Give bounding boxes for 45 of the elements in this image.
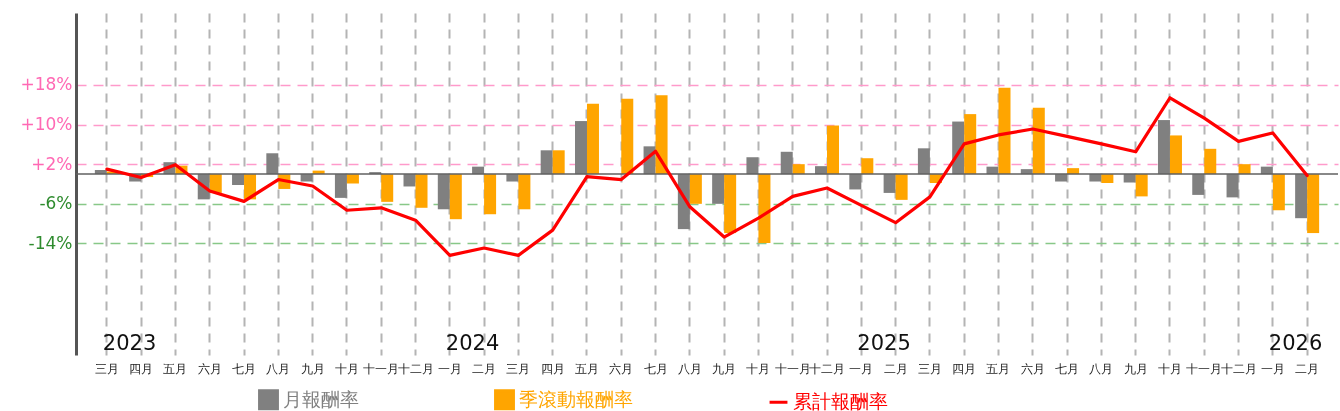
x-tick-label: 八月 bbox=[677, 361, 702, 376]
x-tick-label: 九月 bbox=[300, 361, 325, 376]
x-tick-label: 五月 bbox=[574, 361, 599, 376]
x-tick-label: 五月 bbox=[986, 361, 1011, 376]
x-tick-label: 六月 bbox=[197, 361, 222, 376]
annotation: 2024 bbox=[445, 331, 500, 355]
x-tick-label: 十二月 bbox=[397, 361, 434, 376]
x-tick-label: 十月 bbox=[334, 361, 359, 376]
x-tick-label: 四月 bbox=[540, 361, 565, 376]
x-tick-label: 八月 bbox=[266, 361, 291, 376]
y-tick-label: -6% bbox=[39, 193, 73, 214]
x-tick-label: 十二月 bbox=[809, 361, 846, 376]
annotation: 2023 bbox=[102, 331, 157, 355]
legend-label: 累計報酬率 bbox=[793, 390, 888, 411]
annotation: 2025 bbox=[857, 331, 911, 355]
x-tick-label: 五月 bbox=[163, 361, 188, 376]
legend-label: 季滾動報酬率 bbox=[519, 387, 633, 410]
x-tick-label: 一月 bbox=[1260, 361, 1285, 376]
x-tick-label: 六月 bbox=[609, 361, 634, 376]
x-tick-label: 二月 bbox=[1295, 361, 1320, 376]
x-tick-label: 一月 bbox=[849, 361, 874, 376]
x-tick-label: 九月 bbox=[1123, 361, 1148, 376]
annotation: 2026 bbox=[1268, 331, 1323, 355]
legend-label: 月報酬率 bbox=[283, 387, 359, 410]
x-tick-label: 六月 bbox=[1020, 361, 1045, 376]
x-tick-label: 七月 bbox=[1055, 361, 1080, 376]
x-tick-label: 四月 bbox=[129, 361, 154, 376]
x-tick-label: 一月 bbox=[437, 361, 462, 376]
x-tick-label: 四月 bbox=[952, 361, 977, 376]
y-tick-label: +10% bbox=[20, 114, 73, 135]
y-tick-label: +2% bbox=[31, 153, 73, 174]
y-tick-label: +18% bbox=[20, 74, 73, 95]
x-tick-label: 七月 bbox=[643, 361, 668, 376]
x-tick-label: 十二月 bbox=[1220, 361, 1257, 376]
x-tick-label: 三月 bbox=[94, 361, 119, 376]
x-tick-label: 十月 bbox=[746, 361, 771, 376]
x-tick-label: 八月 bbox=[1089, 361, 1114, 376]
x-tick-label: 九月 bbox=[712, 361, 737, 376]
x-tick-label: 七月 bbox=[232, 361, 257, 376]
x-tick-label: 十月 bbox=[1157, 361, 1182, 376]
y-tick-label: -14% bbox=[28, 232, 73, 253]
x-tick-label: 二月 bbox=[883, 361, 908, 376]
x-tick-label: 三月 bbox=[506, 361, 531, 376]
x-tick-label: 三月 bbox=[917, 361, 942, 376]
x-tick-label: 二月 bbox=[472, 361, 497, 376]
